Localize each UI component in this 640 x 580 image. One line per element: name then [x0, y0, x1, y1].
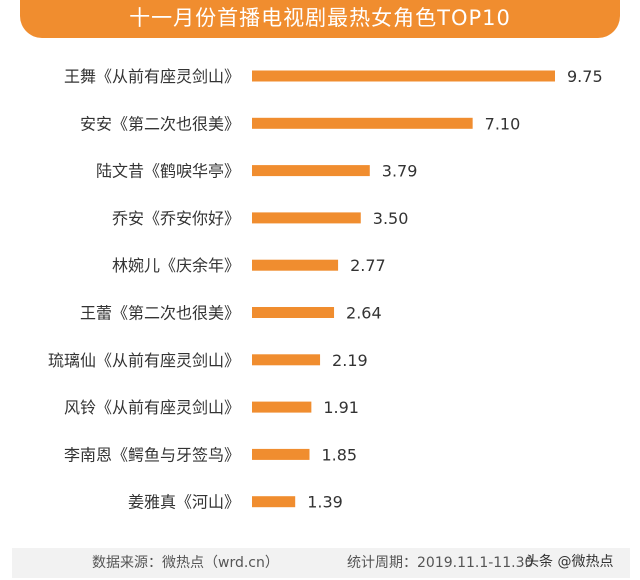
- chart-title: 十一月份首播电视剧最热女角色TOP10: [20, 0, 620, 38]
- value-label: 3.79: [382, 162, 418, 181]
- category-label: 姜雅真《河山》: [128, 493, 240, 512]
- stat-period: 统计周期：2019.11.1-11.30: [347, 555, 534, 571]
- category-label: 林婉儿《庆余年》: [112, 256, 240, 275]
- bar: [252, 496, 296, 508]
- category-label: 风铃《从前有座灵剑山》: [64, 398, 240, 417]
- value-label: 1.91: [323, 398, 359, 417]
- watermark: 头条 @微热点: [525, 554, 614, 570]
- value-label: 9.75: [567, 67, 603, 86]
- value-label: 2.77: [350, 256, 386, 275]
- value-label: 3.50: [373, 209, 409, 228]
- category-label: 王蕾《第二次也很美》: [80, 304, 240, 323]
- bar: [252, 70, 555, 82]
- value-label: 1.39: [307, 493, 343, 512]
- bar: [252, 448, 310, 460]
- bar: [252, 212, 361, 224]
- bar: [252, 307, 335, 318]
- bar: [252, 117, 473, 129]
- value-label: 1.85: [321, 445, 357, 464]
- category-label: 李南恩《鳄鱼与牙签鸟》: [64, 445, 240, 464]
- category-label: 安安《第二次也很美》: [80, 114, 240, 133]
- category-label: 陆文昔《鹤唳华亭》: [96, 162, 240, 181]
- bar: [252, 259, 339, 271]
- data-source: 数据来源：微热点（wrd.cn）: [92, 555, 279, 571]
- bar: [252, 354, 321, 366]
- category-label: 王舞《从前有座灵剑山》: [64, 67, 240, 86]
- category-label: 琉璃仙《从前有座灵剑山》: [48, 351, 240, 370]
- bar: [252, 401, 312, 413]
- category-label: 乔安《乔安你好》: [112, 209, 240, 228]
- value-label: 2.64: [346, 304, 382, 323]
- value-label: 2.19: [332, 351, 368, 370]
- bar: [252, 165, 370, 177]
- value-label: 7.10: [485, 114, 521, 133]
- footer: 数据来源：微热点（wrd.cn） 统计周期：2019.11.1-11.30: [12, 548, 630, 578]
